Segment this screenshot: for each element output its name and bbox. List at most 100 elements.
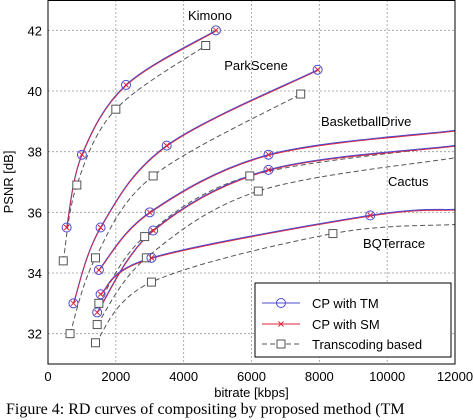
cp-tm-point (68, 298, 79, 309)
cp-sm-point (97, 291, 104, 298)
x-axis-label: bitrate [kbps] (214, 385, 288, 400)
transcoding-point (111, 104, 121, 114)
cp-tm-line (96, 145, 456, 313)
transcoding-point (140, 232, 150, 242)
cp-sm-point (96, 267, 102, 273)
transcoding-point (146, 277, 156, 287)
legend-marker (276, 339, 286, 349)
cp-tm-point (144, 207, 155, 218)
cp-sm-point (265, 151, 272, 158)
cp-tm-line (72, 69, 318, 304)
legend-label: CP with SM (312, 317, 380, 332)
transcoding-point (201, 41, 211, 50)
sequence-labels: Kimono ParkScene BasketballDrive Cactus BQTe… (188, 8, 429, 251)
transcoding-point (65, 329, 75, 339)
cp-sm-point (146, 209, 153, 216)
legend-label: CP with TM (312, 296, 379, 311)
transcoding-point (245, 171, 255, 181)
transcoding-point (148, 171, 158, 181)
cp-tm-point (95, 222, 106, 233)
transcoding-point (58, 256, 68, 266)
transcoding-point (90, 338, 100, 348)
sequence-label: Kimono (188, 8, 232, 23)
legend: CP with TM CP with SM Transcoding based (254, 282, 452, 358)
cp-sm-point (163, 142, 170, 149)
cp-tm-point (146, 252, 157, 263)
y-tick-label: 36 (28, 205, 42, 220)
cp-tm-line (98, 129, 456, 271)
cp-sm-point (63, 224, 70, 231)
cp-sm-point (213, 27, 219, 34)
cp-sm-point (265, 167, 272, 173)
y-tick-label: 32 (28, 327, 42, 342)
cp-sm-line (73, 70, 318, 305)
cp-sm-point (367, 212, 374, 219)
sequence-label: BasketballDrive (321, 114, 411, 129)
curves (62, 29, 456, 344)
axis-ticks: 0 2000 4000 6000 8000 10000 12000 32 34 36 38 40 42 (28, 23, 474, 384)
x-tick-label: 6000 (237, 369, 266, 384)
cp-tm-point (61, 222, 72, 233)
y-tick-label: 40 (28, 84, 42, 99)
cp-tm-point (93, 264, 104, 275)
x-tick-label: 12000 (437, 369, 473, 384)
cp-tm-point (161, 140, 172, 151)
markers (58, 25, 376, 348)
x-tick-label: 4000 (169, 369, 198, 384)
cp-tm-point (263, 149, 274, 160)
cp-sm-point (79, 151, 85, 158)
x-tick-label: 2000 (101, 369, 130, 384)
legend-entry: CP with TM (262, 296, 379, 311)
transcoding-point (92, 320, 102, 330)
transcoding-point (296, 89, 306, 99)
y-tick-label: 42 (28, 23, 42, 38)
cp-sm-point (97, 224, 104, 231)
transcoding-point (90, 253, 100, 263)
cp-sm-point (314, 66, 321, 73)
cp-tm-point (365, 210, 376, 221)
legend-entry: CP with SM (262, 317, 380, 332)
legend-marker (276, 298, 286, 308)
transcoding-point (94, 298, 104, 308)
transcoding-point (141, 253, 151, 263)
cp-sm-point (123, 82, 129, 88)
cp-tm-point (92, 307, 103, 318)
legend-entry: Transcoding based (262, 337, 422, 352)
cp-tm-point (121, 79, 132, 90)
rd-chart: 0 2000 4000 6000 8000 10000 12000323436384042 … (1, 0, 474, 400)
x-tick-label: 8000 (305, 369, 334, 384)
cp-sm-line (66, 30, 217, 229)
cp-tm-point (210, 25, 221, 36)
sequence-label: ParkScene (224, 58, 288, 73)
cp-tm-point (76, 149, 87, 160)
legend-box (254, 282, 452, 358)
x-tick-label: 0 (44, 369, 51, 384)
transcoding-line (96, 157, 456, 325)
y-tick-label: 34 (28, 266, 42, 281)
transcoding-line (98, 145, 456, 304)
cp-tm-point (148, 225, 159, 236)
sequence-label: Cactus (388, 174, 429, 189)
cp-sm-line (100, 209, 456, 296)
cp-sm-point (94, 309, 101, 316)
legend-label: Transcoding based (312, 337, 422, 352)
transcoding-line (95, 223, 456, 344)
cp-tm-point (263, 164, 274, 175)
y-tick-label: 38 (28, 145, 42, 160)
transcoding-line (62, 45, 207, 261)
plot-frame (47, 0, 456, 365)
cp-sm-line (98, 130, 456, 272)
cp-tm-line (100, 208, 456, 295)
cp-sm-point (148, 254, 155, 261)
transcoding-line (69, 93, 301, 334)
cp-sm-point (70, 300, 77, 307)
transcoding-point (328, 229, 338, 239)
transcoding-point (253, 186, 263, 196)
cp-tm-point (95, 289, 106, 300)
cp-sm-point (150, 227, 156, 234)
cp-tm-point (312, 64, 323, 75)
legend-marker (278, 321, 284, 327)
transcoding-point (72, 180, 82, 190)
sequence-label: BQTerrace (363, 236, 425, 251)
y-axis-label: PSNR [dB] (1, 151, 16, 214)
